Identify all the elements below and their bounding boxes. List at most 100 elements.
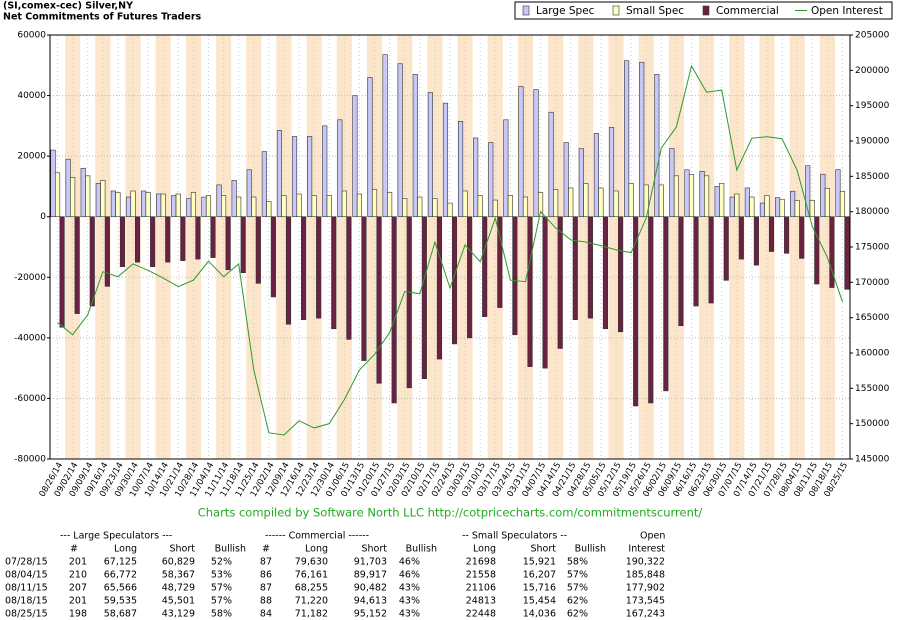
bar (59, 216, 65, 328)
table-column-header: # (262, 544, 270, 555)
chart-subtitle: Net Commitments of Futures Traders (3, 12, 202, 23)
table-cell: 57% (211, 596, 232, 607)
bar (110, 190, 116, 218)
table-cell: 43% (399, 583, 420, 594)
bar (503, 119, 509, 218)
bar (165, 216, 171, 263)
bar (65, 158, 71, 218)
table-column-header: # (70, 544, 78, 555)
bar (613, 190, 619, 218)
table-cell: 16,207 (523, 570, 556, 581)
table-cell: 89,917 (354, 570, 387, 581)
bar (467, 216, 473, 339)
bar (477, 195, 483, 218)
table-cell: 173,545 (626, 596, 665, 607)
bar (141, 190, 147, 218)
table-column-header: Bullish (215, 544, 246, 555)
table-cell: 60,829 (162, 557, 195, 568)
bar (119, 216, 126, 267)
bar (301, 216, 307, 320)
bar (639, 61, 645, 218)
table-cell: 08/25/15 (5, 609, 48, 620)
bar (261, 151, 267, 218)
bar (74, 216, 80, 314)
y2-tick-label: 180000 (855, 207, 890, 217)
bar (447, 202, 453, 218)
bar (195, 216, 201, 260)
table-cell: 68,255 (295, 583, 328, 594)
bar (352, 95, 358, 218)
bar (583, 183, 589, 218)
bar (759, 202, 766, 218)
bar (708, 216, 714, 304)
bar (568, 187, 574, 218)
bar (205, 195, 212, 218)
bar (311, 195, 317, 218)
legend-swatch (522, 5, 530, 16)
bar (387, 192, 393, 218)
bar (367, 77, 373, 218)
bar (714, 186, 720, 218)
table-cell: 21106 (466, 583, 496, 594)
bar (512, 216, 518, 336)
y2-tick-label: 150000 (855, 419, 890, 429)
bar (50, 149, 56, 218)
bar (104, 216, 110, 287)
bar (270, 216, 276, 298)
bar (296, 193, 302, 218)
table-cell: 198 (69, 609, 87, 620)
bar (518, 86, 524, 218)
bar (753, 216, 759, 266)
bar (246, 169, 252, 218)
table-cell: 76,161 (295, 570, 328, 581)
bar (402, 198, 408, 218)
bar (436, 216, 442, 360)
table-cell: 59,535 (104, 596, 137, 607)
bar (492, 199, 498, 218)
bar (190, 192, 196, 218)
bar (322, 125, 328, 218)
table-cell: 52% (211, 557, 232, 568)
bar (602, 216, 609, 330)
y2-tick-label: 165000 (855, 313, 890, 323)
table-cell: 62% (567, 596, 588, 607)
bar (221, 195, 227, 218)
bar (186, 198, 192, 218)
bar (548, 111, 554, 218)
bar (723, 216, 729, 281)
bar (406, 216, 412, 389)
bar (356, 193, 362, 218)
bar (663, 216, 669, 392)
bar (417, 196, 423, 218)
table-cell: 45,501 (162, 596, 195, 607)
table-cell: 22448 (466, 609, 496, 620)
table-cell: 95,152 (354, 609, 387, 620)
y2-tick-label: 195000 (855, 101, 890, 111)
bar (201, 196, 207, 218)
table-cell: 57% (211, 583, 232, 594)
bar (482, 216, 488, 317)
bar (337, 119, 343, 218)
table-column-header: Long (114, 544, 137, 555)
bar (216, 184, 222, 218)
bar (719, 183, 725, 218)
bar (251, 196, 257, 218)
bar (799, 216, 805, 259)
bar (608, 127, 615, 218)
table-cell: 53% (211, 570, 232, 581)
legend-swatch (612, 5, 620, 16)
bar (658, 184, 664, 218)
y2-tick-label: 160000 (855, 349, 890, 359)
table-group-header: ------ Commercial ------ (265, 531, 369, 542)
bar (704, 175, 710, 218)
table-cell: 21698 (466, 557, 496, 568)
y-tick-label: -80000 (14, 455, 46, 465)
bar (618, 216, 624, 333)
bar (542, 216, 548, 369)
bar (382, 54, 388, 218)
table-cell: 87 (260, 557, 272, 568)
table-cell: 71,220 (295, 596, 328, 607)
table-cell: 48,729 (162, 583, 195, 594)
table-cell: 43,129 (162, 609, 195, 620)
